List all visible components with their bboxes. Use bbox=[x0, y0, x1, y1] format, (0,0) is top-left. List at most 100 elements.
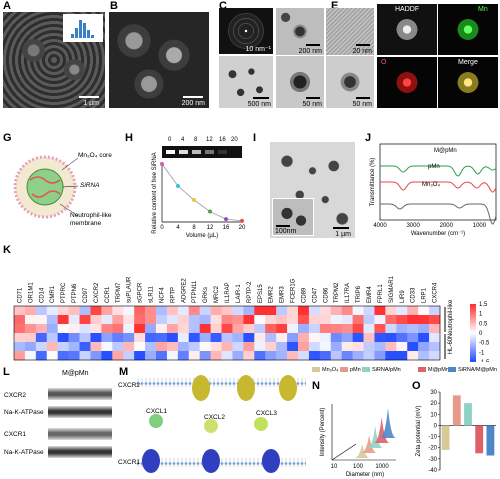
h-x-tick: 12 bbox=[207, 225, 214, 231]
heatmap-k-svg: CD71 OR1M1 CD14 CMR1 PTPRC PTPN6 CD97 CXCR2 CCR1… bbox=[13, 275, 490, 362]
k-colorbar-cell bbox=[470, 313, 476, 316]
k-heat-cell bbox=[374, 324, 386, 334]
k-heat-cell bbox=[90, 351, 102, 361]
k-heat-cell bbox=[199, 324, 211, 334]
k-heat-cell bbox=[276, 315, 288, 325]
n-ylabel: Intensity (Percent) bbox=[320, 408, 326, 457]
k-heat-cell bbox=[156, 306, 168, 316]
j-series-label: pMn bbox=[428, 164, 440, 170]
k-heat-cell bbox=[177, 315, 190, 325]
k-heat-cell bbox=[79, 342, 91, 352]
k-heat-cell bbox=[352, 351, 364, 361]
k-gene-label: CD47 bbox=[312, 287, 318, 303]
blot-row-label: CXCR2 bbox=[4, 392, 27, 399]
k-heat-cell bbox=[363, 324, 375, 334]
k-heat-cell bbox=[90, 324, 102, 334]
scale-text: 200 nm bbox=[181, 100, 205, 107]
k-colorbar-cell bbox=[470, 331, 476, 334]
k-heat-cell bbox=[188, 324, 200, 334]
k-gene-label: PTPN6 bbox=[72, 283, 78, 303]
legend-label: M@pMn bbox=[428, 367, 449, 373]
panel-a: A 1 µm bbox=[0, 0, 105, 108]
k-heat-cell bbox=[363, 351, 375, 361]
k-heat-cell bbox=[145, 333, 157, 343]
legend-swatch bbox=[448, 367, 456, 373]
panel-l: L M@pMn CXCR2 Na-K-ATPase CXCR1 Na-K-ATP… bbox=[0, 366, 115, 479]
k-heat-cell bbox=[188, 351, 200, 361]
k-heat-cell bbox=[341, 315, 353, 325]
k-colorbar-cell bbox=[470, 325, 476, 328]
k-group-label: HL-60 bbox=[448, 337, 454, 354]
k-heat-cell bbox=[385, 306, 397, 316]
k-heat-cell bbox=[385, 333, 397, 343]
k-heat-cell bbox=[396, 306, 408, 316]
k-heat-cell bbox=[319, 315, 332, 325]
legend-label: pMn bbox=[350, 367, 361, 373]
gel-labels: 0 4 8 12 16 20 bbox=[168, 137, 238, 143]
k-heat-cell bbox=[46, 315, 58, 325]
k-heat-cell bbox=[46, 324, 58, 334]
k-heat-cell bbox=[276, 333, 288, 343]
k-gene-label: GRKs bbox=[203, 287, 209, 303]
k-heat-cell bbox=[429, 351, 441, 361]
k-colorbar-tick: 0 bbox=[479, 331, 483, 337]
k-gene-label: sLR11 bbox=[149, 285, 155, 303]
k-gene-label: EMR4 bbox=[367, 286, 373, 303]
j-x-tick: 2000 bbox=[440, 223, 454, 229]
label-cxcl1: CXCL1 bbox=[146, 408, 167, 415]
k-heat-cell bbox=[287, 333, 299, 343]
k-heat-cell bbox=[341, 324, 353, 334]
k-colorbar-cell bbox=[470, 334, 476, 338]
k-heat-cell bbox=[254, 315, 266, 325]
k-heat-cell bbox=[276, 306, 288, 316]
k-heat-cell bbox=[407, 324, 419, 334]
o-y-tick: 0 bbox=[434, 423, 438, 429]
k-heat-cell bbox=[308, 306, 321, 316]
tem-image-d: 500 nm bbox=[219, 56, 273, 108]
k-heat-cell bbox=[308, 315, 321, 325]
k-colorbar-cell bbox=[470, 350, 476, 353]
k-heat-cell bbox=[145, 342, 157, 352]
label-cxcr2: CXCR2 bbox=[118, 382, 141, 389]
scale-bar bbox=[356, 44, 370, 46]
k-heat-cell bbox=[330, 306, 342, 316]
chart-n-svg: 10 100 1000 Diameter (nm) Intensity (Percent… bbox=[320, 404, 396, 478]
n-distribution bbox=[354, 444, 371, 458]
k-heat-cell bbox=[177, 324, 190, 334]
k-colorbar-cell bbox=[470, 319, 476, 322]
panel-m-label: M bbox=[119, 366, 129, 378]
k-heat-cell bbox=[232, 306, 244, 316]
k-heat-cell bbox=[308, 342, 321, 352]
k-gene-label: EMR3 bbox=[280, 286, 286, 303]
k-heat-cell bbox=[166, 351, 179, 361]
k-heat-cell bbox=[243, 351, 255, 361]
k-heat-cell bbox=[396, 342, 408, 352]
scale-bar bbox=[183, 96, 203, 98]
k-heat-cell bbox=[90, 315, 102, 325]
k-heat-cell bbox=[298, 315, 310, 325]
j-series-line bbox=[380, 181, 497, 193]
panel-a-label: A bbox=[3, 0, 11, 12]
k-heat-cell bbox=[134, 324, 146, 334]
k-heat-cell bbox=[166, 315, 179, 325]
blot-band bbox=[48, 428, 112, 440]
k-heat-cell bbox=[374, 306, 386, 316]
k-colorbar-cell bbox=[470, 333, 476, 336]
o-y-tick: 20 bbox=[430, 401, 437, 407]
k-heat-cell bbox=[35, 315, 48, 325]
k-heat-cell bbox=[363, 306, 375, 316]
k-heat-cell bbox=[57, 342, 69, 352]
sem-image-b: 200 nm bbox=[109, 12, 209, 108]
k-heat-cell bbox=[145, 315, 157, 325]
k-heat-cell bbox=[363, 342, 375, 352]
tem-image-i: 100nm 1 µm bbox=[270, 142, 355, 238]
k-heat-cell bbox=[210, 315, 222, 325]
k-heat-cell bbox=[134, 333, 146, 343]
blot-band bbox=[48, 446, 112, 458]
k-heat-cell bbox=[112, 351, 124, 361]
tem-image-e3: 50 nm bbox=[276, 56, 324, 108]
j-x-tick: 4000 bbox=[373, 223, 387, 229]
k-heat-cell bbox=[243, 324, 255, 334]
k-heat-cell bbox=[308, 324, 321, 334]
k-heat-cell bbox=[101, 351, 113, 361]
